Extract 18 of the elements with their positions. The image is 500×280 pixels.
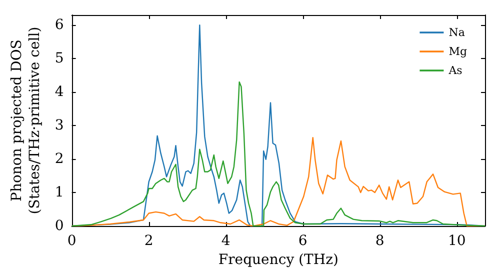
y-tick-label: 3 (54, 118, 64, 134)
x-axis-title: Frequency (THz) (218, 252, 338, 268)
x-tick-label: 2 (144, 233, 154, 249)
y-tick-label: 2 (54, 151, 64, 168)
y-tick-label: 4 (54, 84, 64, 100)
x-tick-label: 8 (375, 233, 384, 249)
x-tick-label: 10 (448, 233, 466, 249)
legend-label: Mg (448, 45, 468, 58)
x-tick-label: 6 (298, 233, 308, 249)
y-tick-label: 5 (54, 50, 64, 67)
x-tick-label: 0 (67, 233, 76, 249)
legend-label: Na (448, 26, 466, 39)
x-tick-label: 4 (221, 233, 230, 249)
y-tick-label: 1 (54, 184, 64, 201)
y-tick-label: 0 (54, 218, 64, 234)
y-axis-title: Phonon projected DOS (States/THz·primitive cell) (9, 26, 43, 214)
y-tick-label: 6 (54, 17, 64, 34)
legend-label: As (448, 64, 463, 77)
